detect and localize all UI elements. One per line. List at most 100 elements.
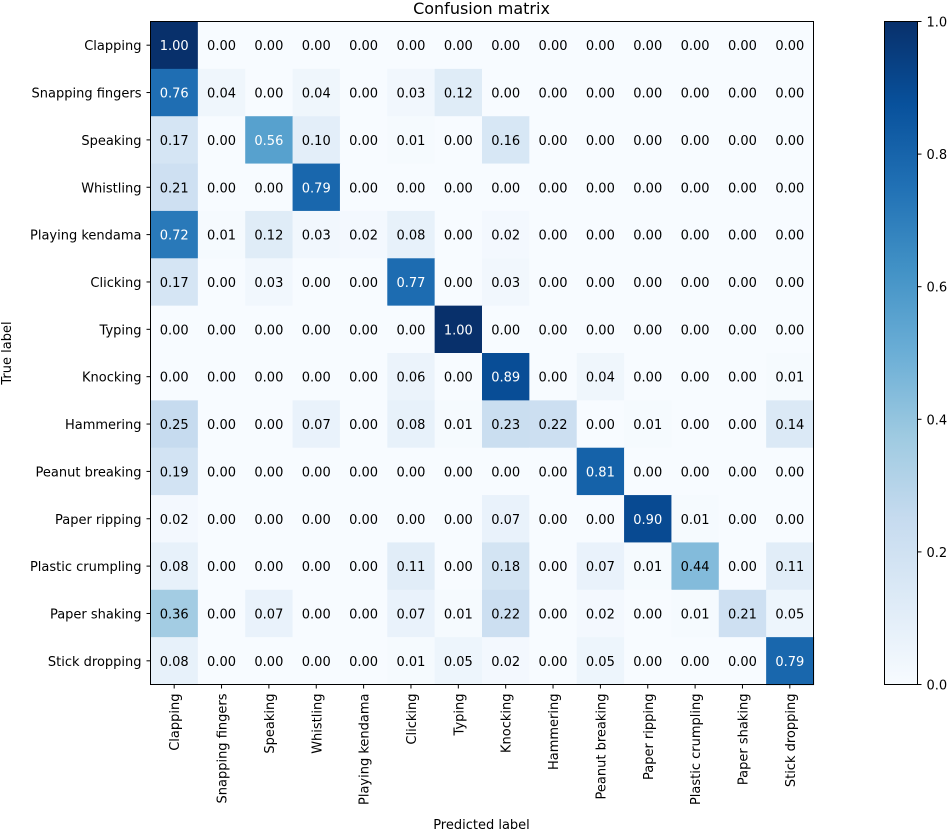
heatmap-cell bbox=[387, 258, 436, 307]
cell-value-label: 0.00 bbox=[349, 560, 378, 575]
heatmap-cell bbox=[576, 400, 625, 449]
cell-value-label: 0.03 bbox=[302, 229, 331, 244]
cell-value-label: 1.00 bbox=[160, 39, 189, 54]
heatmap-cell bbox=[482, 542, 530, 591]
heatmap-cell bbox=[576, 210, 625, 259]
cell-value-label: 0.90 bbox=[633, 513, 662, 528]
colorbar-tick-label: 0.6 bbox=[927, 281, 948, 296]
y-tick-label: Playing kendama bbox=[30, 229, 142, 244]
cell-value-label: 0.00 bbox=[539, 229, 568, 244]
cell-value-label: 0.05 bbox=[586, 655, 615, 670]
heatmap-cell bbox=[339, 495, 388, 544]
cell-value-label: 0.12 bbox=[254, 229, 283, 244]
heatmap-cell bbox=[245, 400, 294, 449]
heatmap-cell bbox=[245, 637, 294, 686]
cell-value-label: 0.07 bbox=[254, 607, 283, 622]
cell-value-label: 0.01 bbox=[681, 607, 710, 622]
cell-value-label: 0.00 bbox=[586, 276, 615, 291]
heatmap-cell bbox=[434, 637, 483, 686]
cell-value-label: 0.00 bbox=[302, 276, 331, 291]
cell-value-label: 0.00 bbox=[775, 134, 804, 149]
heatmap-cell bbox=[718, 589, 767, 638]
heatmap-cell bbox=[624, 400, 673, 449]
cell-value-label: 0.00 bbox=[681, 655, 710, 670]
heatmap-cell bbox=[434, 353, 483, 401]
heatmap-cell bbox=[529, 116, 578, 165]
cell-value-label: 0.00 bbox=[349, 323, 378, 338]
cell-value-label: 0.00 bbox=[349, 276, 378, 291]
heatmap-cell bbox=[245, 210, 294, 259]
heatmap-cell bbox=[718, 542, 767, 591]
cell-value-label: 0.16 bbox=[491, 134, 520, 149]
cell-value-label: 0.00 bbox=[633, 371, 662, 386]
heatmap-cell bbox=[482, 353, 530, 401]
heatmap-cell bbox=[482, 210, 530, 259]
cell-value-label: 0.17 bbox=[160, 134, 189, 149]
heatmap-cell bbox=[576, 495, 625, 544]
heatmap-cell bbox=[245, 68, 294, 117]
heatmap-cell bbox=[529, 353, 578, 401]
cell-value-label: 0.22 bbox=[491, 607, 520, 622]
cell-value-label: 0.00 bbox=[207, 560, 236, 575]
heatmap-cell bbox=[718, 21, 767, 70]
cell-value-label: 0.00 bbox=[349, 371, 378, 386]
cell-value-label: 0.00 bbox=[633, 87, 662, 102]
cell-value-label: 0.44 bbox=[681, 560, 710, 575]
heatmap-cell bbox=[434, 495, 483, 544]
cell-value-label: 1.00 bbox=[444, 323, 473, 338]
cell-value-label: 0.00 bbox=[302, 560, 331, 575]
y-tick-label: Stick dropping bbox=[48, 655, 142, 670]
heatmap-cell bbox=[292, 210, 341, 259]
heatmap-cell bbox=[150, 163, 199, 212]
cell-value-label: 0.00 bbox=[539, 87, 568, 102]
heatmap-cell bbox=[576, 68, 625, 117]
cell-value-label: 0.00 bbox=[349, 465, 378, 480]
heatmap-cell bbox=[766, 589, 815, 638]
cell-value-label: 0.00 bbox=[681, 87, 710, 102]
cell-value-label: 0.00 bbox=[728, 560, 757, 575]
heatmap-cell bbox=[434, 589, 483, 638]
cell-value-label: 0.00 bbox=[775, 513, 804, 528]
heatmap-cell bbox=[529, 589, 578, 638]
heatmap-cell bbox=[766, 116, 815, 165]
plot-frame bbox=[150, 21, 814, 685]
cell-value-label: 0.00 bbox=[539, 181, 568, 196]
cell-value-label: 0.00 bbox=[539, 276, 568, 291]
heatmap-cell bbox=[576, 116, 625, 165]
cell-value-label: 0.00 bbox=[444, 465, 473, 480]
cell-value-label: 0.08 bbox=[396, 229, 425, 244]
cell-value-label: 0.00 bbox=[207, 418, 236, 433]
heatmap-cell bbox=[718, 258, 767, 307]
heatmap-cell bbox=[339, 68, 388, 117]
cell-value-label: 0.00 bbox=[539, 560, 568, 575]
cell-value-label: 0.00 bbox=[633, 181, 662, 196]
cell-value-label: 0.00 bbox=[539, 39, 568, 54]
cell-value-label: 0.00 bbox=[728, 371, 757, 386]
cell-value-label: 0.00 bbox=[207, 607, 236, 622]
cell-value-label: 0.00 bbox=[349, 607, 378, 622]
heatmap-cell bbox=[482, 68, 530, 117]
heatmap-cell bbox=[150, 353, 199, 401]
heatmap-cell bbox=[529, 258, 578, 307]
cell-value-label: 0.00 bbox=[444, 371, 473, 386]
cell-value-label: 0.00 bbox=[681, 323, 710, 338]
heatmap-cell bbox=[387, 589, 436, 638]
heatmap-cell bbox=[529, 542, 578, 591]
cell-value-label: 0.72 bbox=[160, 229, 189, 244]
cell-value-label: 0.00 bbox=[539, 465, 568, 480]
heatmap-cell bbox=[482, 637, 530, 686]
colorbar-tick-label: 0.0 bbox=[927, 679, 948, 694]
heatmap-cell bbox=[197, 353, 246, 401]
heatmap-cell bbox=[292, 400, 341, 449]
cell-value-label: 0.00 bbox=[586, 229, 615, 244]
heatmap-cell bbox=[671, 210, 720, 259]
cell-value-label: 0.04 bbox=[302, 87, 331, 102]
cell-value-label: 0.00 bbox=[254, 87, 283, 102]
cell-value-label: 0.00 bbox=[254, 323, 283, 338]
cell-value-label: 0.00 bbox=[302, 39, 331, 54]
heatmap-cell bbox=[529, 637, 578, 686]
heatmap-cell bbox=[292, 258, 341, 307]
heatmap-cell bbox=[245, 353, 294, 401]
y-tick-label: Clapping bbox=[84, 39, 141, 54]
heatmap-cell bbox=[150, 210, 199, 259]
